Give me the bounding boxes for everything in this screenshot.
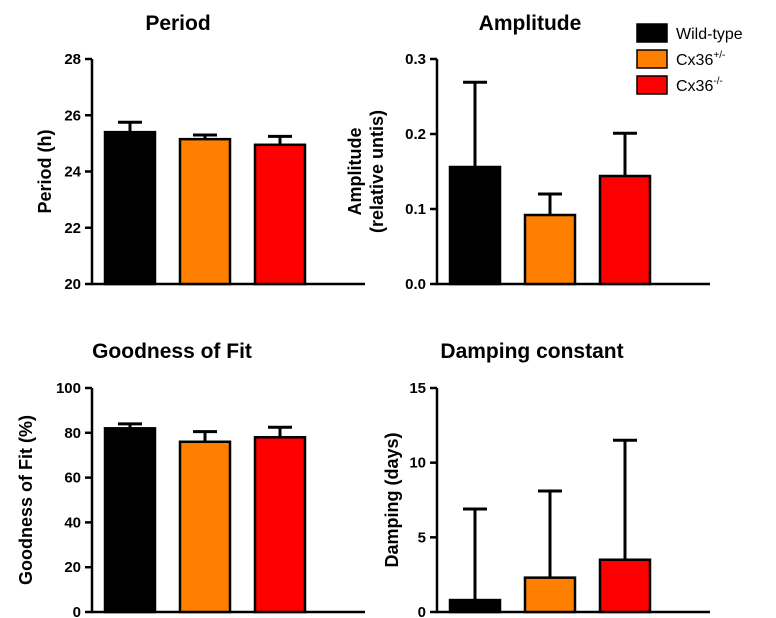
y-axis-label-damping: Damping (days) — [382, 432, 402, 567]
bar-wild-type — [103, 427, 157, 614]
bar-cx36-ko — [253, 143, 307, 286]
chart-amplitude: Amplitude Amplitude (relative untis) 0.0 0.1… — [345, 12, 710, 293]
chart-title-goodness-of-fit: Goodness of Fit — [92, 340, 252, 363]
y-tick-label: 10 — [409, 455, 426, 472]
legend-label-wild-type: Wild-type — [676, 26, 743, 43]
y-tick-label: 0 — [418, 604, 426, 618]
y-tick-label: 24 — [64, 164, 81, 181]
bar-cx36-ko — [598, 174, 652, 286]
y-tick-label: 15 — [409, 380, 426, 397]
y-tick-label: 26 — [64, 107, 81, 124]
legend-swatch-cx36-het — [636, 49, 668, 69]
chart-title-amplitude: Amplitude — [479, 12, 582, 35]
legend-label-cx36-ko: Cx36-/- — [676, 76, 723, 95]
bar-wild-type — [103, 130, 157, 286]
y-axis-label-period: Period (h) — [35, 129, 55, 213]
y-axis-label-amplitude: Amplitude (relative untis) — [345, 110, 387, 233]
legend-label-cx36-het: Cx36+/- — [676, 50, 725, 69]
chart-title-period: Period — [145, 12, 210, 35]
chart-goodness-of-fit: Goodness of Fit Goodness of Fit (%) 0 20 40 6… — [16, 340, 365, 618]
y-tick-label: 0.0 — [405, 276, 426, 293]
y-tick-label: 0.3 — [405, 51, 426, 68]
bar-cx36-ko — [598, 558, 652, 614]
bar-cx36-het — [523, 213, 577, 286]
y-tick-label: 0.1 — [405, 201, 426, 218]
y-tick-label: 0.2 — [405, 126, 426, 143]
legend-swatch-cx36-ko — [636, 75, 668, 95]
bar-cx36-het — [178, 137, 232, 286]
legend: Wild-type Cx36+/- Cx36-/- — [636, 23, 743, 95]
bar-cx36-ko — [253, 436, 307, 614]
bar-cx36-het — [178, 440, 232, 614]
bar-cx36-het — [523, 576, 577, 614]
y-tick-label: 20 — [64, 559, 81, 576]
y-tick-label: 80 — [64, 425, 81, 442]
bar-wild-type — [448, 165, 502, 286]
bar-wild-type — [448, 598, 502, 614]
y-axis-label-goodness-of-fit: Goodness of Fit (%) — [16, 415, 36, 585]
chart-title-damping: Damping constant — [440, 340, 623, 363]
legend-swatch-wild-type — [636, 23, 668, 43]
y-tick-label: 20 — [64, 276, 81, 293]
y-tick-label: 28 — [64, 51, 81, 68]
y-tick-label: 40 — [64, 514, 81, 531]
y-tick-label: 100 — [56, 380, 81, 397]
y-tick-label: 5 — [418, 529, 426, 546]
y-tick-label: 22 — [64, 220, 81, 237]
y-tick-label: 60 — [64, 470, 81, 487]
chart-period: Period Period (h) 20 22 24 26 28 — [35, 12, 365, 293]
y-tick-label: 0 — [73, 604, 81, 618]
chart-damping: Damping constant Damping (days) 0 5 10 15 — [382, 340, 710, 618]
